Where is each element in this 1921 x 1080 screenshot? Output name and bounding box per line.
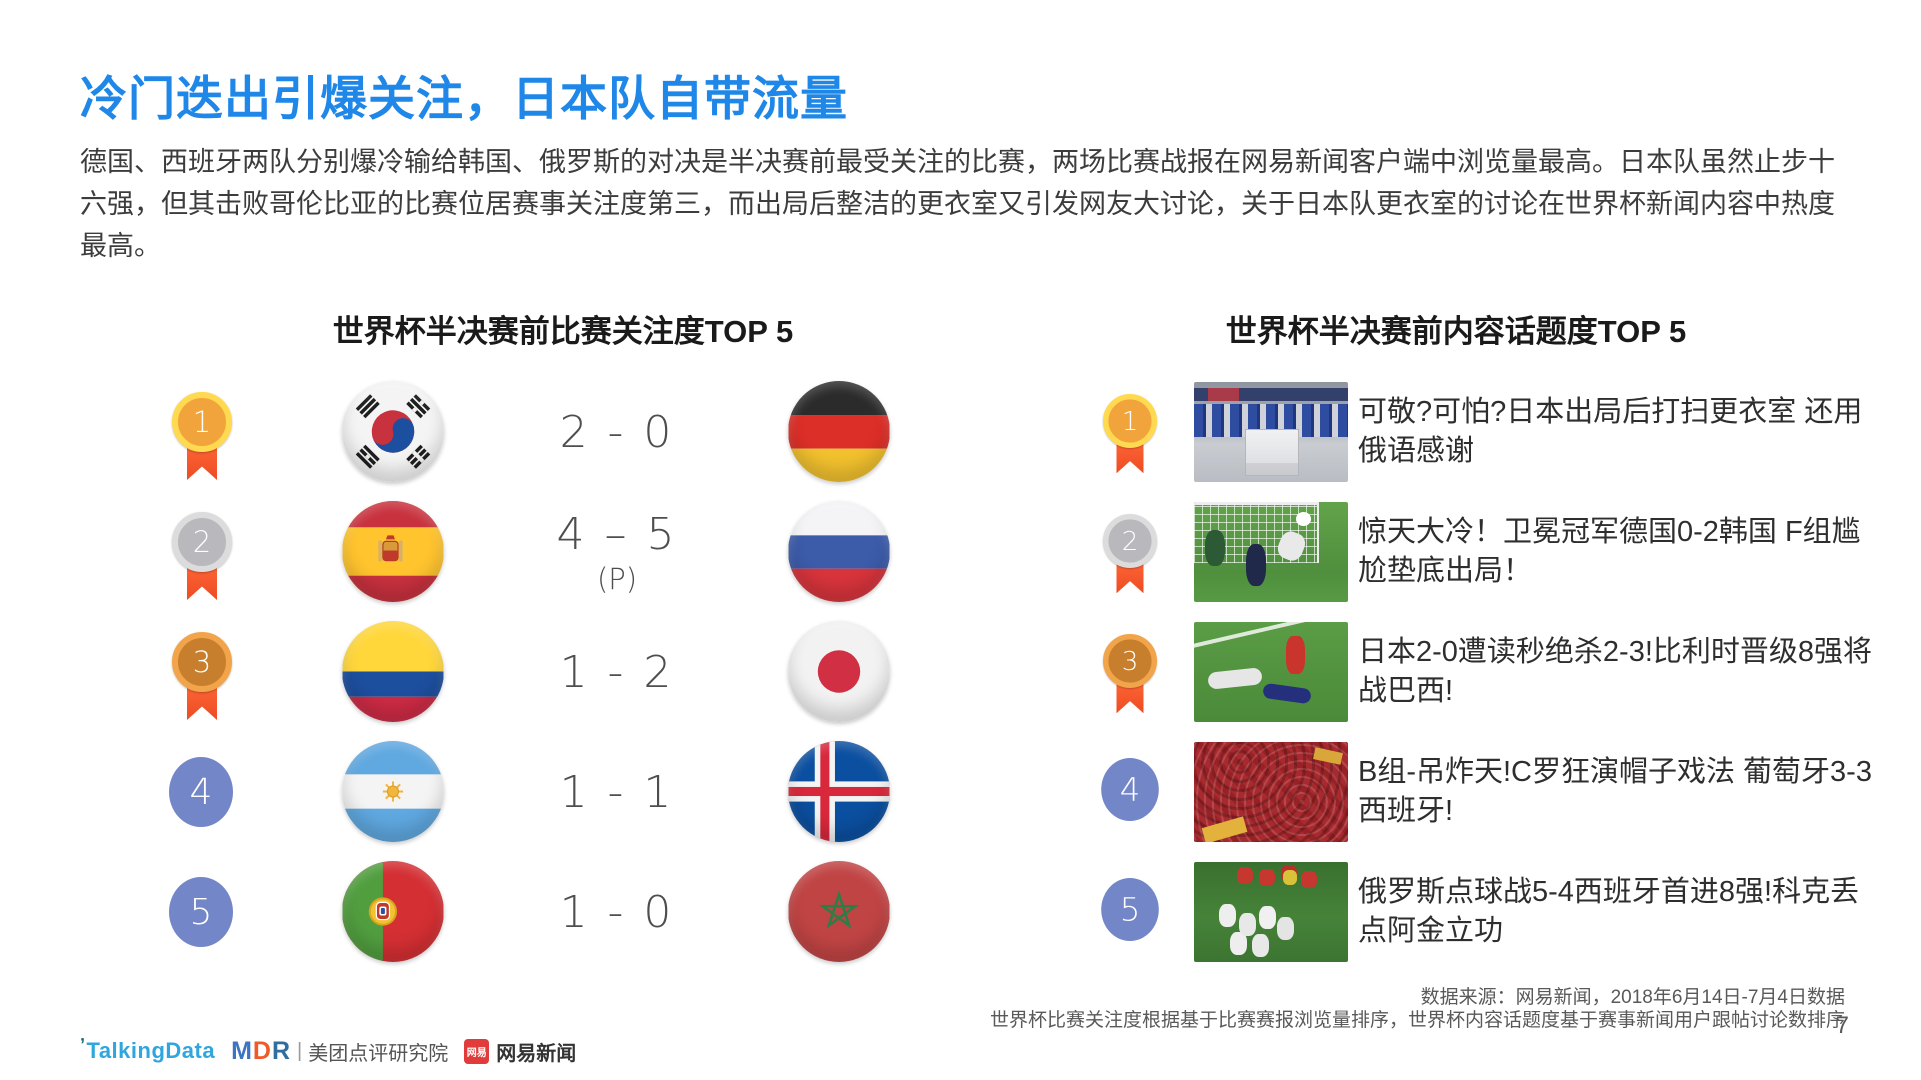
topic-row-3: 3 日本2-0遭读秒绝杀2-3!比利时晋级8强将战巴西!: [0, 612, 1921, 732]
rank-badge-circle: 5: [1101, 878, 1159, 941]
headline-cell: 日本2-0遭读秒绝杀2-3!比利时晋级8强将战巴西!: [1358, 612, 1874, 732]
rank-number: 1: [1121, 405, 1139, 437]
news-headline: 可敬?可怕?日本出局后打扫更衣室 还用俄语感谢: [1358, 396, 1863, 467]
rank-number: 3: [1121, 645, 1139, 677]
match-row-3: 3 1 - 2: [0, 612, 1921, 732]
headline-cell: 俄罗斯点球战5-4西班牙首进8强!科克丢点阿金立功: [1358, 852, 1874, 972]
rank-medal-silver: 2: [1103, 514, 1157, 604]
news-thumbnail-germany-korea: [1194, 502, 1348, 602]
rank-number: 5: [189, 891, 213, 933]
news-headline: 俄罗斯点球战5-4西班牙首进8强!科克丢点阿金立功: [1358, 876, 1860, 947]
rank-number: 1: [192, 405, 212, 439]
rank-badge-circle: 4: [1101, 758, 1159, 821]
match-panel-title: 世界杯半决赛前比赛关注度TOP 5: [332, 314, 794, 349]
flag-germany-icon: [788, 381, 890, 482]
rank-medal-bronze: 3: [1103, 634, 1157, 724]
match-score-cell: 2 - 0: [512, 372, 722, 492]
match-score-cell: 1 - 1: [512, 732, 722, 852]
topic-row-2: 2 惊天大冷！卫冕冠军德国0-2韩国 F组尴尬垫底出局！: [0, 492, 1921, 612]
rank-badge: 4: [169, 757, 233, 827]
news-headline: 惊天大冷！卫冕冠军德国0-2韩国 F组尴尬垫底出局！: [1358, 516, 1861, 587]
headline-cell: 可敬?可怕?日本出局后打扫更衣室 还用俄语感谢: [1358, 372, 1874, 492]
topic-row-4: 4 B组-吊炸天!C罗狂演帽子戏法 葡萄牙3-3西班牙!: [0, 732, 1921, 852]
rank-medal-silver: 2: [172, 512, 232, 612]
rank-number: 2: [1121, 525, 1139, 557]
rank-number: 4: [1119, 771, 1141, 808]
match-score: 4 – 5: [556, 508, 678, 560]
medal-circle-icon: 1: [1103, 394, 1157, 448]
meituan-dianping-institute-logo: MDR | 美团点评研究院: [231, 1037, 448, 1066]
news-headline: B组-吊炸天!C罗狂演帽子戏法 葡萄牙3-3西班牙!: [1358, 756, 1872, 827]
match-ranking-panel: 1 2 - 0 2 4 – 5 (P) 3 1 - 2 4 1 - 1 5 1 - 0: [0, 372, 1921, 972]
news-thumbnail-japan-belgium: [1194, 622, 1348, 722]
match-score-cell: 4 – 5 (P): [512, 492, 722, 612]
data-source-note: 数据来源：网易新闻，2018年6月14日-7月4日数据 世界杯比赛关注度根据基于…: [990, 986, 1845, 1032]
match-row-4: 4 1 - 1: [0, 732, 1921, 852]
match-score-cell: 1 - 0: [512, 852, 722, 972]
mdr-logo: MDR: [231, 1036, 292, 1065]
medal-circle-icon: 2: [172, 512, 232, 572]
rank-badge: 5: [1101, 878, 1159, 941]
match-score: 1 - 1: [559, 766, 675, 818]
match-row-5: 5 1 - 0: [0, 852, 1921, 972]
medal-circle-icon: 3: [1103, 634, 1157, 688]
rank-badge-circle: 4: [169, 757, 233, 827]
flag-morocco-icon: [788, 861, 890, 962]
rank-medal-gold: 1: [1103, 394, 1157, 484]
medal-circle-icon: 1: [172, 392, 232, 452]
topic-panel-title: 世界杯半决赛前内容话题度TOP 5: [1225, 314, 1687, 349]
news-thumbnail-locker-room: [1194, 382, 1348, 482]
summary-paragraph: 德国、西班牙两队分别爆冷输给韩国、俄罗斯的对决是半决赛前最受关注的比赛，两场比赛…: [80, 147, 1835, 261]
talkingdata-tick-icon: ʼ: [80, 1035, 86, 1055]
netease-news-label: 网易新闻: [496, 1042, 577, 1065]
source-line-2: 世界杯比赛关注度根据基于比赛赛报浏览量排序，世界杯内容话题度基于赛事新闻用户跟帖…: [989, 1010, 1845, 1031]
rank-medal-bronze: 3: [172, 632, 232, 732]
news-thumbnail-spain-fans: [1194, 742, 1348, 842]
topic-row-5: 5 俄罗斯点球战5-4西班牙首进8强!科克丢点阿金立功: [0, 852, 1921, 972]
match-row-2: 2 4 – 5 (P): [0, 492, 1921, 612]
netease-news-logo: 网易 网易新闻: [464, 1037, 576, 1066]
headline-cell: B组-吊炸天!C罗狂演帽子戏法 葡萄牙3-3西班牙!: [1358, 732, 1874, 852]
rank-number: 2: [192, 525, 212, 559]
netease-badge-icon: 网易: [464, 1038, 490, 1064]
flag-japan-icon: [788, 621, 890, 722]
match-score-cell: 1 - 2: [512, 612, 722, 732]
rank-badge: 5: [169, 877, 233, 947]
logo-bar: ʼTalkingData MDR | 美团点评研究院 网易 网易新闻: [80, 1035, 576, 1066]
page-title: 冷门迭出引爆关注，日本队自带流量: [80, 72, 848, 125]
rank-number: 3: [192, 645, 212, 679]
rank-medal-gold: 1: [172, 392, 232, 492]
page-number: 7: [1835, 1012, 1849, 1039]
match-row-1: 1 2 - 0: [0, 372, 1921, 492]
source-line-1: 数据来源：网易新闻，2018年6月14日-7月4日数据: [1420, 987, 1845, 1008]
topic-ranking-panel: 1 可敬?可怕?日本出局后打扫更衣室 还用俄语感谢 2 惊天大冷！卫冕冠军德国0-2韩…: [0, 372, 1921, 972]
news-thumbnail-russia-celebration: [1194, 862, 1348, 962]
flag-iceland-icon: [788, 741, 890, 842]
headline-cell: 惊天大冷！卫冕冠军德国0-2韩国 F组尴尬垫底出局！: [1358, 492, 1874, 612]
rank-badge-circle: 5: [169, 877, 233, 947]
match-score: 1 - 2: [559, 646, 675, 698]
medal-circle-icon: 2: [1103, 514, 1157, 568]
rank-number: 4: [189, 771, 213, 813]
match-score: 1 - 0: [559, 886, 675, 938]
rank-number: 5: [1119, 891, 1141, 928]
penalty-note: (P): [596, 561, 638, 596]
topic-row-1: 1 可敬?可怕?日本出局后打扫更衣室 还用俄语感谢: [0, 372, 1921, 492]
flag-south-korea-icon: [342, 381, 444, 482]
logo-divider: |: [297, 1039, 303, 1062]
medal-circle-icon: 3: [172, 632, 232, 692]
match-score: 2 - 0: [559, 406, 675, 458]
rank-badge: 4: [1101, 758, 1159, 821]
talkingdata-logo: ʼTalkingData: [80, 1035, 216, 1063]
mdr-suffix-label: 美团点评研究院: [308, 1042, 449, 1065]
news-headline: 日本2-0遭读秒绝杀2-3!比利时晋级8强将战巴西!: [1358, 636, 1873, 707]
